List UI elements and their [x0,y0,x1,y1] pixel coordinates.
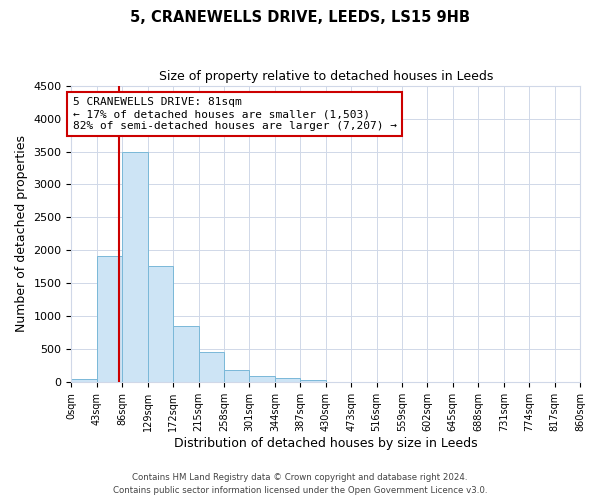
Text: Contains HM Land Registry data © Crown copyright and database right 2024.
Contai: Contains HM Land Registry data © Crown c… [113,474,487,495]
Text: 5 CRANEWELLS DRIVE: 81sqm
← 17% of detached houses are smaller (1,503)
82% of se: 5 CRANEWELLS DRIVE: 81sqm ← 17% of detac… [73,98,397,130]
Bar [148,266,173,382]
Text: 5, CRANEWELLS DRIVE, LEEDS, LS15 9HB: 5, CRANEWELLS DRIVE, LEEDS, LS15 9HB [130,10,470,25]
Bar [199,352,224,382]
Title: Size of property relative to detached houses in Leeds: Size of property relative to detached ho… [158,70,493,83]
Bar [122,152,148,382]
Bar [250,376,275,382]
Bar [173,326,199,382]
Bar [224,370,250,382]
Y-axis label: Number of detached properties: Number of detached properties [15,136,28,332]
X-axis label: Distribution of detached houses by size in Leeds: Distribution of detached houses by size … [174,437,478,450]
Bar [275,378,300,382]
Bar [71,379,97,382]
Bar [300,380,326,382]
Bar [97,256,122,382]
